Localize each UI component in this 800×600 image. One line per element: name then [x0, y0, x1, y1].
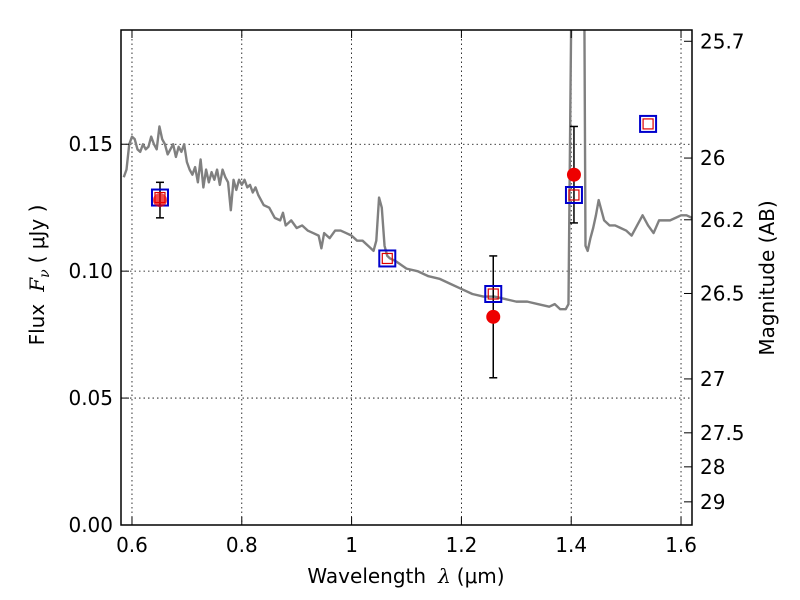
y-tick-label: 0.05	[68, 386, 113, 410]
grid-layer	[121, 30, 692, 526]
x-tick-label: 1.4	[555, 533, 587, 557]
marker-layer	[150, 114, 658, 324]
model-photometry-inner-square	[568, 189, 580, 201]
x-tick-label: 0.8	[226, 533, 258, 557]
x-tick-label: 1.2	[445, 533, 477, 557]
y-axis-label: Flux Fν ( μJy )	[25, 205, 53, 346]
mag-tick-label: 29	[700, 490, 725, 514]
mag-tick-label: 27.5	[700, 421, 745, 445]
x-tick-label: 0.6	[116, 533, 148, 557]
x-tick-label: 1	[345, 533, 358, 557]
model-photometry-inner-square	[487, 288, 499, 300]
observed-point	[566, 167, 581, 182]
x-axis-label-text: Wavelength	[307, 564, 426, 588]
model-photometry-square	[639, 114, 658, 133]
mag-tick-label: 27	[700, 367, 725, 391]
model-photometry-square	[564, 186, 583, 204]
y-axis-label-symbol: F	[25, 277, 49, 293]
x-axis-label: Wavelength λ (μm)	[307, 564, 504, 588]
x-tick-label: 1.6	[665, 533, 697, 557]
plot-frame	[120, 29, 693, 526]
y-tick-label: 0.10	[68, 259, 113, 283]
y-tick-label: 0.15	[68, 132, 113, 156]
y-axis-label-sub: ν	[37, 269, 53, 278]
model-photometry-square	[484, 285, 503, 303]
y-axis-label-unit: ( μJy )	[25, 205, 49, 264]
spectrum-layer	[122, 30, 692, 311]
model-photometry-inner-square	[381, 252, 393, 265]
mag-tick-label: 28	[700, 455, 725, 479]
observed-point	[152, 193, 167, 208]
mag-tick-label: 26.2	[700, 208, 745, 232]
tick-layer: 0.6 0.8 1 1.2 1.4 1.6 0.00 0.05 0.10 0.15 25.7 26 26…	[68, 29, 744, 557]
mag-tick-label: 26.5	[700, 281, 745, 305]
model-spectrum-line	[122, 30, 692, 311]
mag-tick-label: 25.7	[700, 29, 745, 53]
model-photometry-inner-square	[642, 118, 654, 130]
y-tick-label: 0.00	[68, 513, 113, 537]
errorbar-layer	[155, 125, 578, 379]
observed-point	[486, 309, 501, 324]
y-axis-label-text: Flux	[25, 304, 49, 346]
mag-tick-label: 26	[700, 146, 725, 170]
x-axis-label-unit: (μm)	[457, 564, 505, 588]
x-axis-label-symbol: λ	[437, 564, 451, 588]
y2-axis-label: Magnitude (AB)	[755, 200, 779, 355]
model-photometry-square	[378, 249, 397, 268]
